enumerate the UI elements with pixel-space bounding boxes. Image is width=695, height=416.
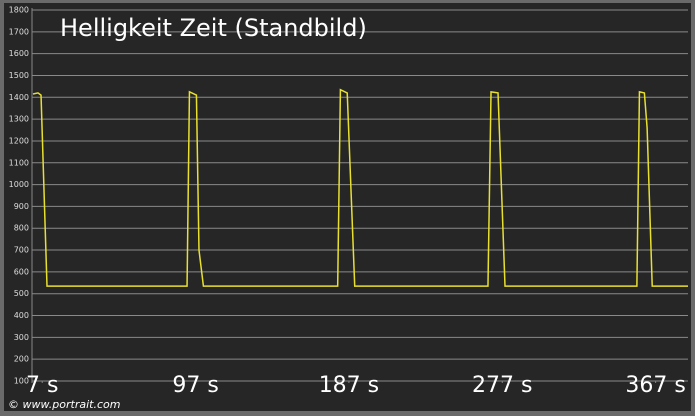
y-tick-label: 400 (14, 311, 29, 320)
y-tick-label: 1800 (9, 6, 29, 15)
watermark: © www.portrait.com (8, 398, 120, 411)
y-tick-label: 900 (14, 202, 29, 211)
y-tick-label: 700 (14, 246, 29, 255)
data-line (32, 88, 688, 287)
y-tick-label: 1600 (9, 49, 29, 58)
y-tick-label: 500 (14, 289, 29, 298)
y-tick-label: 1400 (9, 93, 29, 102)
y-tick-label: 1300 (9, 115, 29, 124)
background (4, 3, 691, 411)
y-tick-label: 200 (14, 355, 29, 364)
x-tick-label: 7 s (26, 373, 58, 398)
y-tick-label: 1200 (9, 136, 29, 145)
y-tick-label: 800 (14, 224, 29, 233)
x-tick-label: 97 s (172, 373, 218, 398)
x-tick-label: 367 s (625, 373, 685, 398)
y-tick-label: 300 (14, 333, 29, 342)
y-tick-label: 600 (14, 267, 29, 276)
chart-title: Helligkeit Zeit (Standbild) (60, 14, 367, 42)
x-tick-label: 277 s (472, 373, 532, 398)
y-tick-label: 100 (14, 377, 29, 386)
x-tick-label: 187 s (319, 373, 379, 398)
y-tick-label: 1700 (9, 27, 29, 36)
y-tick-label: 1100 (9, 158, 29, 167)
y-tick-label: 1000 (9, 180, 29, 189)
y-tick-label: 1500 (9, 71, 29, 80)
